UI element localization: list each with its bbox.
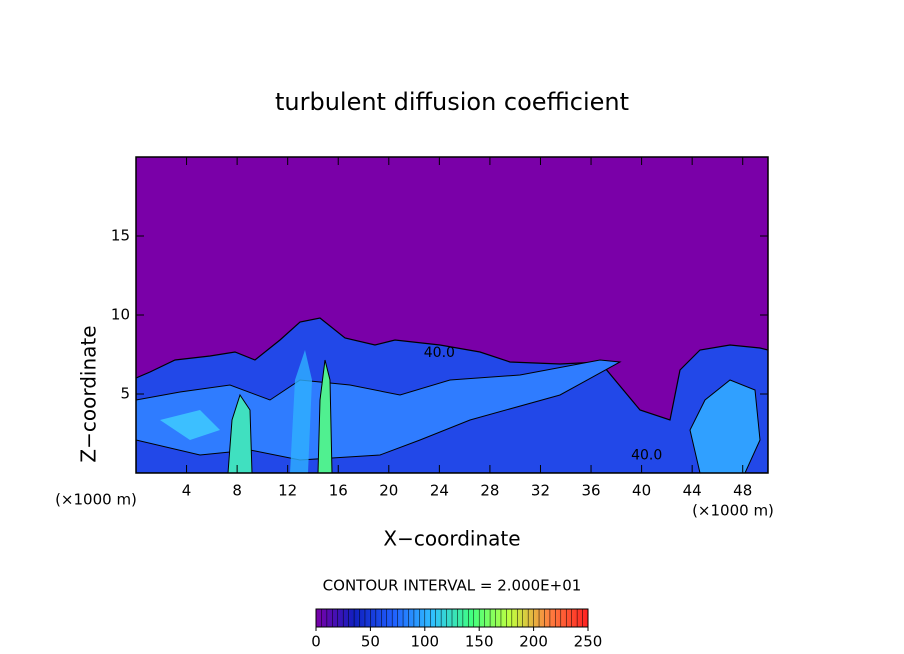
colorbar-tick-label: 250: [574, 633, 603, 651]
y-axis-label: Z−coordinate: [77, 325, 101, 462]
x-axis-label: X−coordinate: [383, 527, 520, 551]
colorbar-tick-label: 200: [519, 633, 548, 651]
x-tick-label: 32: [531, 482, 550, 500]
contour-label: 40.0: [631, 448, 662, 464]
x-tick-label: 24: [430, 482, 449, 500]
x-tick-label: 40: [632, 482, 651, 500]
x-tick-label: 48: [733, 482, 752, 500]
contour-label: 40.0: [424, 345, 455, 361]
x-unit-label: (×1000 m): [692, 502, 774, 520]
chart-title: turbulent diffusion coefficient: [275, 88, 629, 116]
x-unit-label: (×1000 m): [55, 491, 137, 509]
x-tick-label: 16: [329, 482, 348, 500]
contour-field: [136, 317, 768, 473]
x-tick-label: 12: [278, 482, 297, 500]
x-tick-label: 28: [480, 482, 499, 500]
colorbar-tick-label: 150: [465, 633, 494, 651]
x-tick-label: 20: [379, 482, 398, 500]
colorbar-tick-label: 100: [410, 633, 439, 651]
y-tick-label: 15: [111, 227, 130, 245]
y-tick-label: 5: [120, 385, 130, 403]
x-tick-label: 8: [232, 482, 242, 500]
y-tick-label: 10: [111, 306, 130, 324]
x-tick-label: 4: [182, 482, 192, 500]
contour-interval: CONTOUR INTERVAL = 2.000E+01: [323, 577, 582, 595]
colorbar-tick-label: 0: [311, 633, 321, 651]
x-tick-label: 36: [581, 482, 600, 500]
x-tick-label: 44: [683, 482, 702, 500]
colorbar-tick-label: 50: [361, 633, 380, 651]
